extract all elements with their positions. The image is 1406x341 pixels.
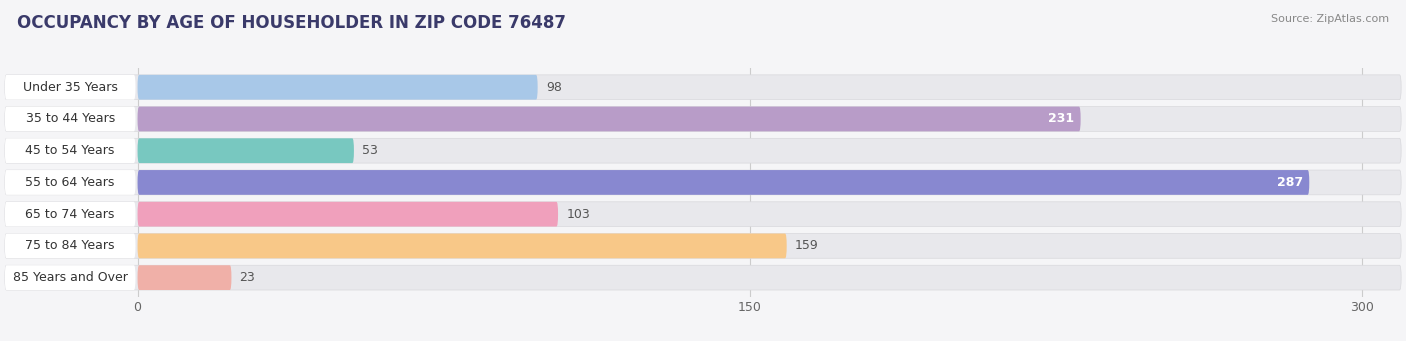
FancyBboxPatch shape [4, 170, 1402, 195]
Text: 35 to 44 Years: 35 to 44 Years [25, 113, 115, 125]
FancyBboxPatch shape [4, 234, 135, 258]
Text: OCCUPANCY BY AGE OF HOUSEHOLDER IN ZIP CODE 76487: OCCUPANCY BY AGE OF HOUSEHOLDER IN ZIP C… [17, 14, 565, 32]
Text: Under 35 Years: Under 35 Years [22, 81, 118, 94]
Text: 85 Years and Over: 85 Years and Over [13, 271, 128, 284]
FancyBboxPatch shape [4, 75, 1402, 100]
FancyBboxPatch shape [138, 202, 558, 226]
FancyBboxPatch shape [4, 75, 135, 100]
Text: 65 to 74 Years: 65 to 74 Years [25, 208, 115, 221]
Text: 23: 23 [239, 271, 256, 284]
Text: 287: 287 [1277, 176, 1303, 189]
Text: 75 to 84 Years: 75 to 84 Years [25, 239, 115, 252]
Text: 98: 98 [546, 81, 561, 94]
FancyBboxPatch shape [4, 138, 1402, 163]
FancyBboxPatch shape [4, 202, 135, 226]
FancyBboxPatch shape [138, 265, 232, 290]
Text: 159: 159 [794, 239, 818, 252]
FancyBboxPatch shape [138, 170, 1309, 195]
FancyBboxPatch shape [4, 202, 1402, 226]
FancyBboxPatch shape [4, 107, 1402, 131]
FancyBboxPatch shape [4, 107, 135, 131]
FancyBboxPatch shape [4, 170, 135, 195]
Text: 45 to 54 Years: 45 to 54 Years [25, 144, 115, 157]
Text: 231: 231 [1049, 113, 1074, 125]
FancyBboxPatch shape [138, 107, 1081, 131]
Text: Source: ZipAtlas.com: Source: ZipAtlas.com [1271, 14, 1389, 24]
FancyBboxPatch shape [138, 234, 787, 258]
FancyBboxPatch shape [4, 265, 135, 290]
FancyBboxPatch shape [138, 75, 537, 100]
Text: 53: 53 [363, 144, 378, 157]
Text: 55 to 64 Years: 55 to 64 Years [25, 176, 115, 189]
Text: 103: 103 [567, 208, 591, 221]
FancyBboxPatch shape [4, 234, 1402, 258]
FancyBboxPatch shape [4, 138, 135, 163]
FancyBboxPatch shape [138, 138, 354, 163]
FancyBboxPatch shape [4, 265, 1402, 290]
